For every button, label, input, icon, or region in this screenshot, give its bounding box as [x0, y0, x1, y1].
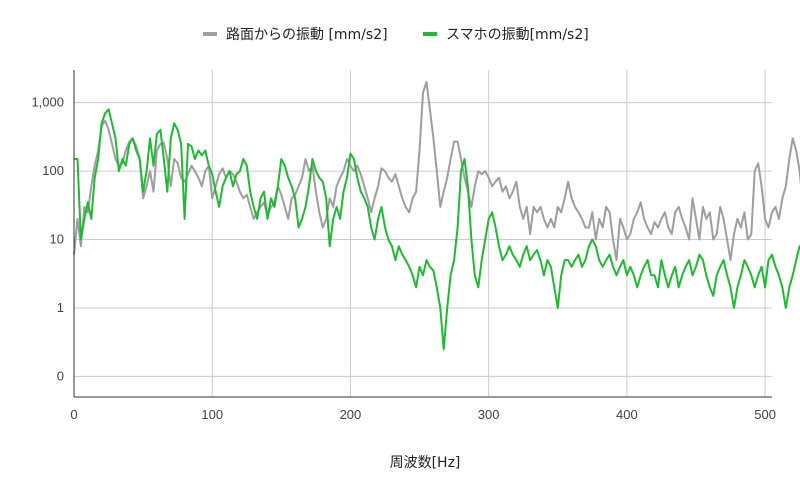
gridlines: [73, 70, 772, 397]
y-axis-tick-labels: 0 1 10 100 1,000: [31, 95, 64, 384]
x-axis-tick-labels: 0 100 200 300 400 500: [70, 407, 776, 422]
legend: 路面からの振動 [mm/s2] スマホの振動[mm/s2]: [203, 27, 589, 43]
series-line-phone: [74, 108, 800, 351]
x-tick-label: 200: [340, 407, 362, 422]
x-tick-label: 300: [478, 407, 500, 422]
x-tick-label: 100: [201, 407, 223, 422]
x-tick-label: 0: [70, 407, 77, 422]
x-tick-label: 500: [754, 407, 776, 422]
y-tick-label: 1,000: [31, 95, 64, 110]
y-tick-label: 10: [50, 232, 64, 247]
y-tick-label: 1: [57, 300, 64, 315]
x-tick-label: 400: [616, 407, 638, 422]
legend-label-phone: スマホの振動[mm/s2]: [446, 27, 589, 43]
axes: [73, 70, 772, 398]
legend-label-road: 路面からの振動 [mm/s2]: [226, 27, 388, 43]
x-axis-title: 周波数[Hz]: [390, 455, 461, 471]
series-layer: [73, 81, 800, 351]
y-tick-label: 0: [57, 368, 64, 383]
y-tick-label: 100: [42, 163, 64, 178]
